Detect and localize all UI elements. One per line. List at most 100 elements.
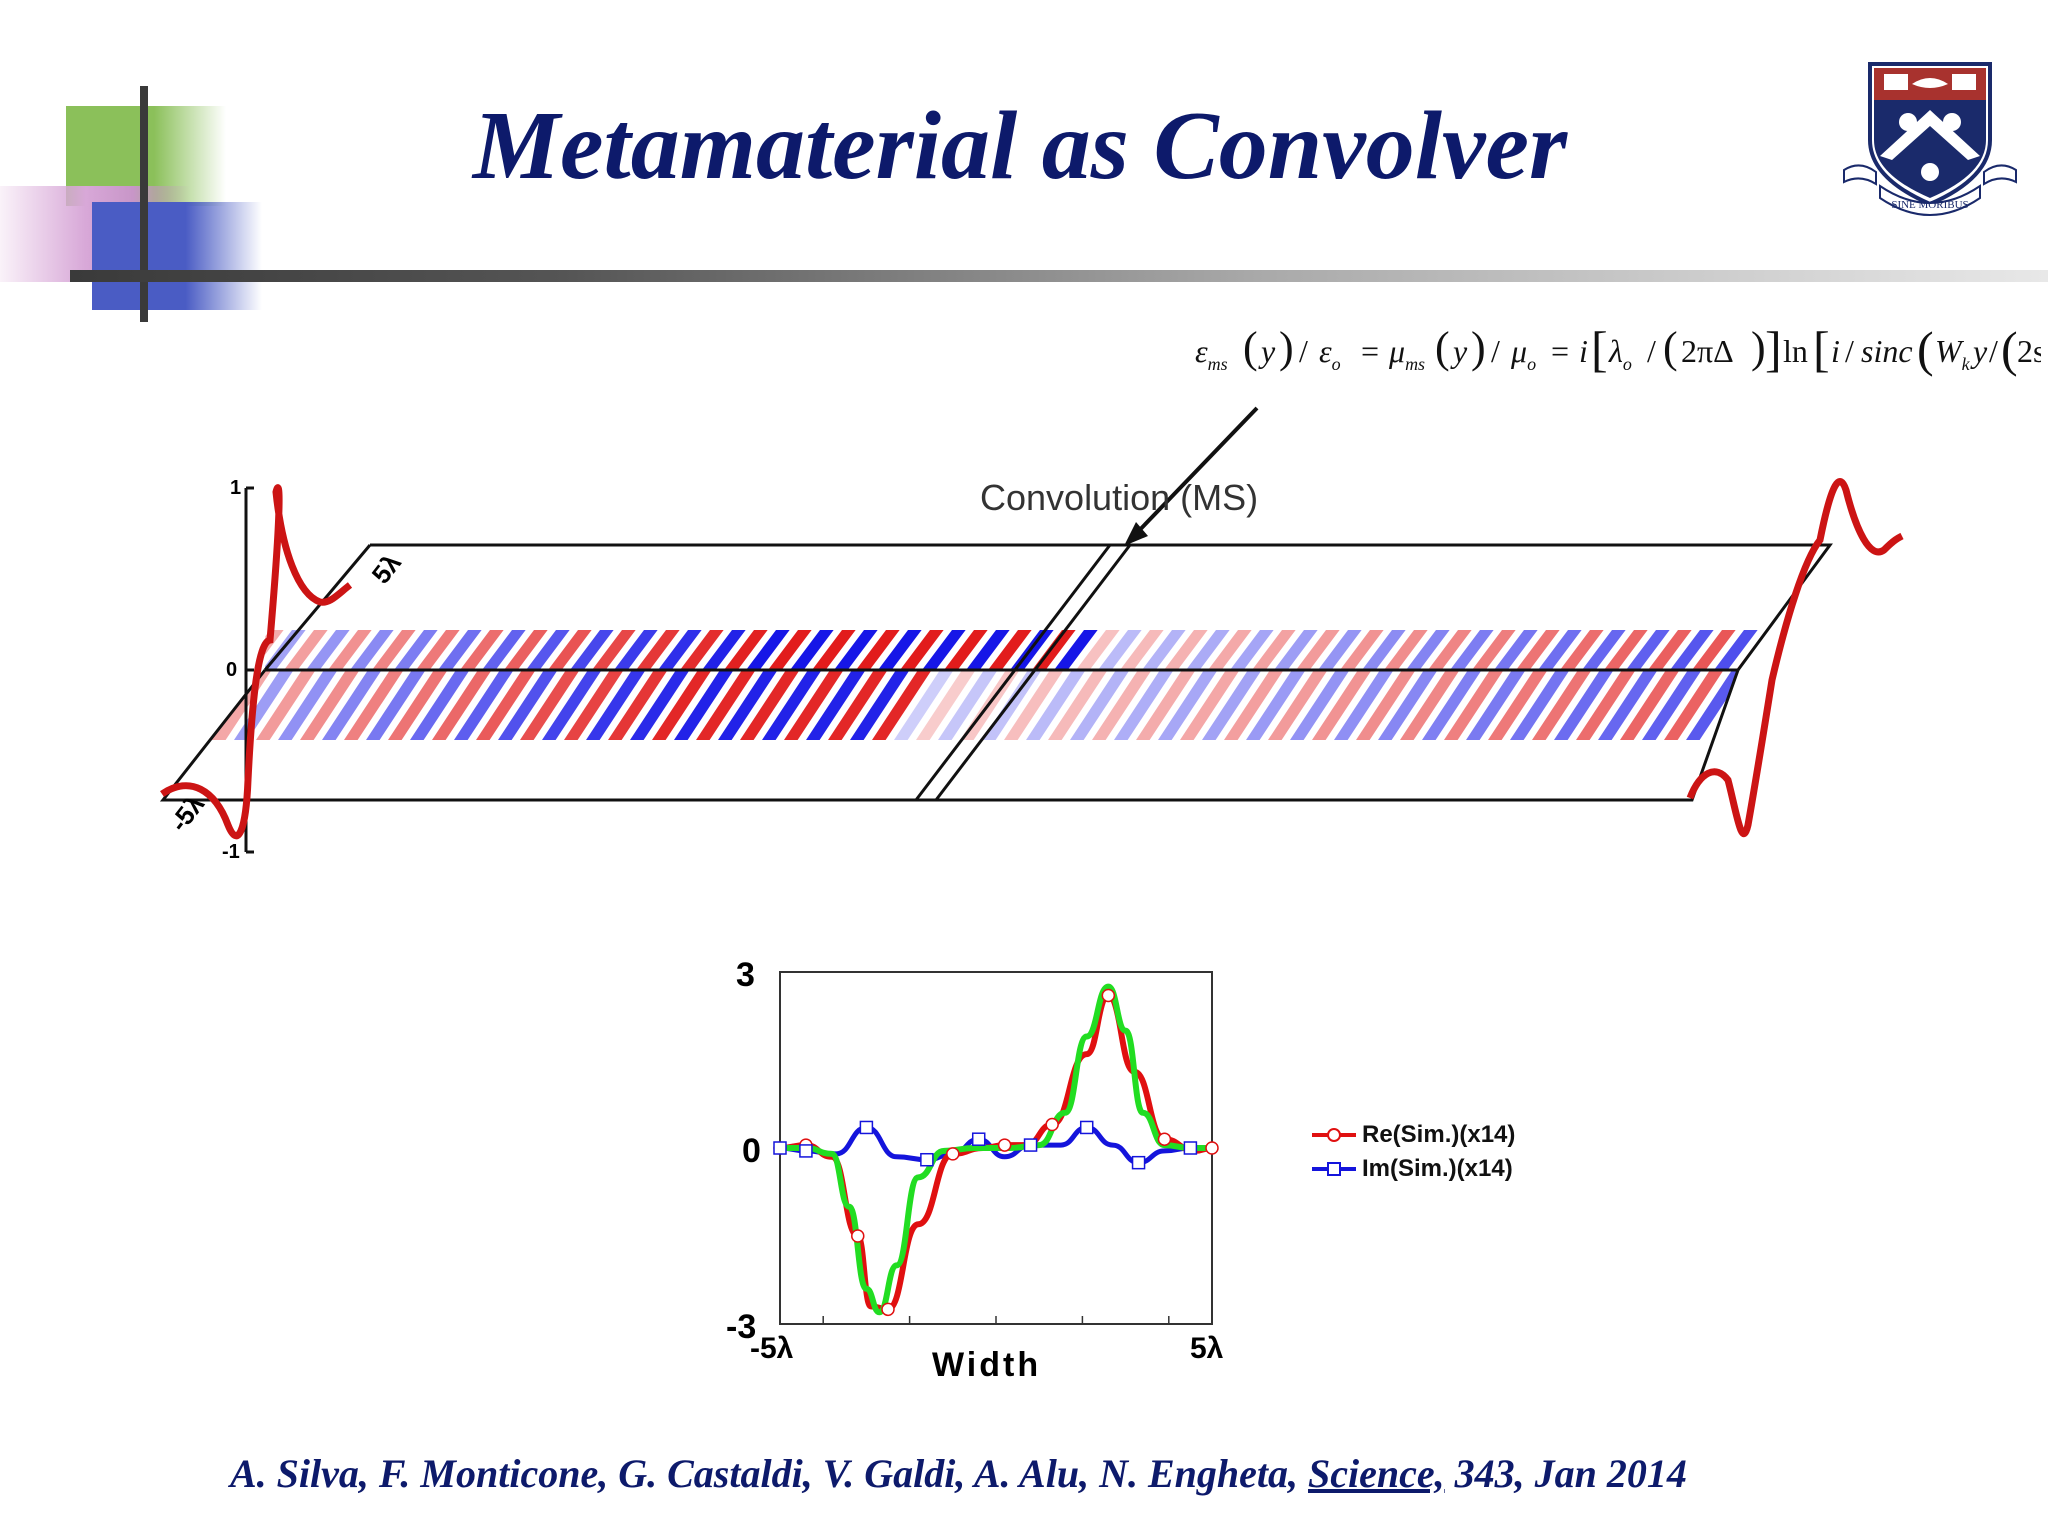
field-stripe (1466, 670, 1526, 740)
field-stripe (372, 630, 416, 670)
field-stripe (938, 670, 998, 740)
x-tick-5l: 5λ (1190, 1332, 1224, 1365)
field-stripe (900, 630, 944, 670)
svg-text:[: [ (1591, 321, 1608, 377)
svg-text:(: ( (1917, 321, 1934, 377)
field-stripe (1378, 670, 1438, 740)
svg-text:Wk: Wk (1935, 333, 1971, 374)
university-crest-logo: SINE MORIBUS (1843, 62, 2017, 216)
field-stripe (834, 630, 878, 670)
citation-journal[interactable]: Science, (1308, 1451, 1445, 1496)
data-point-circle (881, 1302, 895, 1317)
data-point-circle (1101, 988, 1116, 1003)
field-stripe (1136, 670, 1196, 740)
data-point-square (971, 1132, 986, 1146)
field-stripe (652, 670, 712, 740)
field-stripe (1230, 630, 1274, 670)
crest-motto: SINE MORIBUS (1891, 199, 1968, 211)
field-stripe (438, 630, 482, 670)
annotation-arrow-head (1124, 522, 1148, 546)
svg-text:sinc: sinc (1861, 333, 1913, 369)
field-stripe (1422, 670, 1482, 740)
legend-label-re: Re(Sim.)(x14) (1362, 1121, 1516, 1148)
field-stripe (1554, 670, 1614, 740)
field-stripe (1532, 670, 1592, 740)
svg-text:i: i (1831, 333, 1840, 369)
field-stripe (1318, 630, 1362, 670)
field-stripe (636, 630, 680, 670)
output-profile (1686, 478, 1904, 837)
field-stripe (982, 670, 1042, 740)
data-point-square (1023, 1138, 1038, 1152)
data-point-circle (851, 1229, 865, 1243)
field-stripe (872, 670, 932, 740)
field-stripe (306, 630, 350, 670)
field-stripe (878, 630, 922, 670)
data-point-circle (946, 1147, 960, 1161)
data-point-square (859, 1120, 874, 1135)
data-point-square (1183, 1141, 1198, 1155)
axis-tick-0: 0 (226, 659, 237, 681)
field-stripe (1224, 670, 1284, 740)
chart-ticks (780, 971, 1170, 1325)
field-stripe (1296, 630, 1340, 670)
field-stripe (163, 670, 184, 740)
series-line-green (779, 983, 1212, 1316)
field-stripe (806, 670, 866, 740)
data-point-square (799, 1144, 813, 1158)
field-stripe (410, 670, 470, 740)
plane-outline (159, 543, 1833, 802)
field-stripe (1576, 670, 1636, 740)
field-stripe (256, 670, 316, 740)
field-stripe (1252, 630, 1296, 670)
data-point-square (920, 1152, 934, 1167)
field-stripe (1362, 630, 1406, 670)
y-tick-0: 0 (742, 1132, 761, 1170)
x-axis-label: Width (932, 1346, 1041, 1384)
chart-legend: Re(Sim.)(x14) Im(Sim.)(x14) (1310, 1118, 1570, 1188)
wave-field-figure: 1 0 -1 5λ -5λ Convolution (MS) (159, 406, 1904, 863)
field-stripe (1406, 630, 1450, 670)
svg-text:): ) (1751, 323, 1766, 372)
field-stripe (454, 670, 514, 740)
field-stripe (1026, 670, 1086, 740)
svg-text:(: ( (1243, 323, 1258, 372)
field-stripe (630, 670, 690, 740)
svg-text:(: ( (1435, 323, 1450, 372)
field-stripe (592, 630, 636, 670)
field-stripe (784, 670, 844, 740)
svg-text:=: = (1361, 333, 1379, 369)
field-stripe (1472, 630, 1516, 670)
svg-text:2πΔ: 2πΔ (1681, 333, 1734, 369)
field-stripe (1538, 630, 1582, 670)
field-stripe (1208, 630, 1252, 670)
field-stripe (1692, 630, 1736, 670)
field-stripe (1164, 630, 1208, 670)
svg-text:i: i (1579, 333, 1588, 369)
field-stripe (1626, 630, 1670, 670)
field-stripe (344, 670, 404, 740)
field-stripe (614, 630, 658, 670)
field-stripe (278, 670, 338, 740)
field-stripe (476, 670, 536, 740)
field-stripe (1604, 630, 1648, 670)
field-stripe (922, 630, 966, 670)
field-stripe (322, 670, 382, 740)
field-stripe (482, 630, 526, 670)
data-point-circle (1205, 1141, 1219, 1155)
field-stripe (1428, 630, 1472, 670)
field-stripe (520, 670, 580, 740)
data-point-circle (1157, 1132, 1172, 1146)
field-stripe (790, 630, 834, 670)
field-stripe (696, 670, 756, 740)
field-stripe (1450, 630, 1494, 670)
field-stripe (432, 670, 492, 740)
field-stripe (828, 670, 888, 740)
field-stripe (1098, 630, 1142, 670)
chart-series (773, 983, 1219, 1317)
input-profile (160, 484, 353, 840)
field-stripe (1714, 630, 1758, 670)
field-stripe (548, 630, 592, 670)
formula-svg: εms ( y ) / εo = μms ( y ) / μo = i [ λo… (1195, 321, 2045, 377)
svg-text:/: / (1989, 333, 1998, 369)
